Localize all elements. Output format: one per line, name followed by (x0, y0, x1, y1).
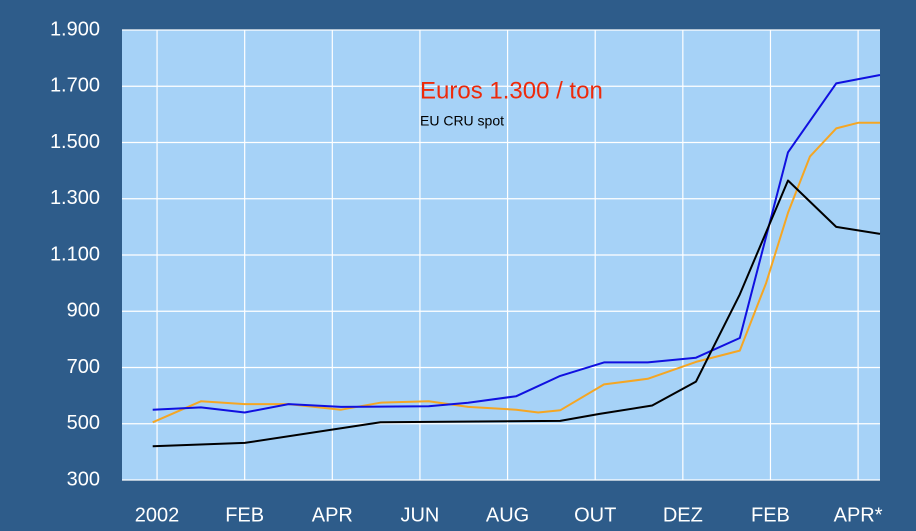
x-tick-label: JUN (400, 504, 439, 526)
x-tick-label: APR* (834, 504, 883, 526)
y-tick-label: 1.100 (50, 243, 100, 265)
x-tick-label: APR (312, 504, 353, 526)
x-tick-label: 2002 (135, 504, 180, 526)
x-tick-label: FEB (225, 504, 264, 526)
y-tick-label: 1.700 (50, 75, 100, 97)
line-series (152, 74, 881, 414)
y-tick-label: 1.300 (50, 187, 100, 209)
annotation: Euros 1.300 / ton (420, 77, 603, 104)
x-tick-label: OUT (574, 504, 616, 526)
line-series (152, 179, 881, 448)
x-tick-label: AUG (486, 504, 529, 526)
y-tick-label: 700 (67, 356, 100, 378)
y-tick-label: 900 (67, 300, 100, 322)
y-tick-label: 1.900 (50, 18, 100, 40)
x-tick-label: FEB (751, 504, 790, 526)
y-tick-label: 300 (67, 468, 100, 490)
annotation: EU CRU spot (420, 113, 504, 129)
y-tick-label: 1.500 (50, 131, 100, 153)
y-tick-label: 500 (67, 412, 100, 434)
x-tick-label: DEZ (663, 504, 703, 526)
